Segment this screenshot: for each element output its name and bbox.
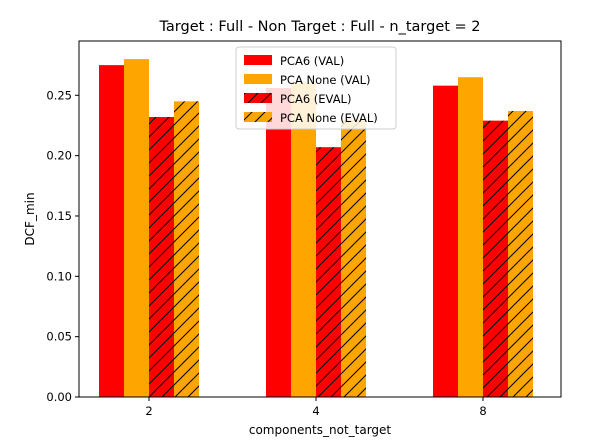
x-tick-label: 4 <box>312 404 319 418</box>
legend-swatch <box>244 112 272 122</box>
bars-group <box>99 59 533 398</box>
bar-series-3-cat-0 <box>174 101 199 397</box>
y-tick-label: 0.25 <box>46 88 72 102</box>
bar-series-2-cat-2 <box>483 120 508 397</box>
y-tick-label: 0.05 <box>46 330 72 344</box>
legend-label: PCA6 (EVAL) <box>280 92 351 106</box>
plot-frame <box>78 40 562 398</box>
y-axis: 0.00 0.05 0.10 0.15 0.20 0.25 <box>46 88 79 404</box>
legend: PCA6 (VAL) PCA None (VAL) PCA6 (EVAL) PCA N… <box>235 46 397 130</box>
legend-label: PCA None (VAL) <box>280 73 371 87</box>
bar-series-0-cat-2 <box>433 85 458 397</box>
bar-series-0-cat-1 <box>266 88 291 398</box>
x-axis-label: components_not_target <box>249 423 392 437</box>
chart-title: Target : Full - Non Target : Full - n_ta… <box>158 19 480 35</box>
bar-series-0-cat-0 <box>99 65 124 397</box>
bar-series-1-cat-1 <box>291 82 316 397</box>
y-tick-label: 0.10 <box>46 269 72 283</box>
legend-box <box>235 46 397 130</box>
y-axis-label: DCF_min <box>23 192 37 245</box>
legend-label: PCA6 (VAL) <box>280 54 344 68</box>
bar-series-2-cat-1 <box>316 147 341 397</box>
bar-series-3-cat-2 <box>508 110 533 397</box>
x-axis: 2 4 8 <box>145 397 487 418</box>
bar-series-1-cat-2 <box>458 77 483 397</box>
bar-series-2-cat-0 <box>149 117 174 398</box>
bar-series-3-cat-1 <box>341 119 366 398</box>
legend-swatch <box>244 74 272 84</box>
x-tick-label: 2 <box>145 404 152 418</box>
x-tick-label: 8 <box>479 404 486 418</box>
y-tick-label: 0.20 <box>46 149 72 163</box>
bar-series-1-cat-0 <box>124 59 149 398</box>
y-tick-label: 0.00 <box>46 390 72 404</box>
legend-swatch <box>244 93 272 103</box>
legend-swatch <box>244 55 272 65</box>
legend-label: PCA None (EVAL) <box>280 111 378 125</box>
y-tick-label: 0.15 <box>46 209 72 223</box>
